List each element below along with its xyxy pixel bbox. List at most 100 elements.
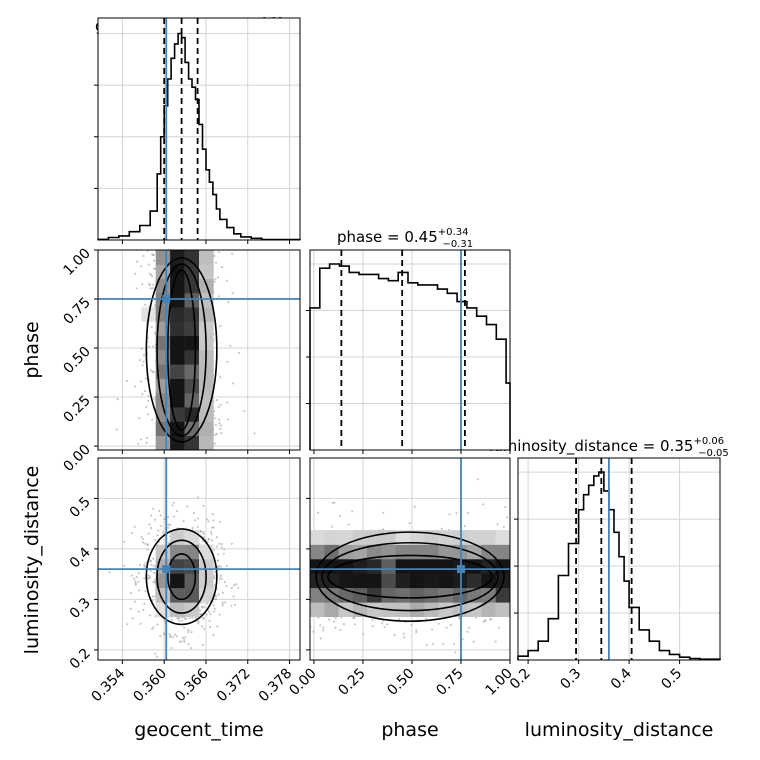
density-cell <box>155 602 171 617</box>
sample-point <box>222 552 225 555</box>
density-cell <box>170 587 185 603</box>
density-panel-luminosity_distance_vs_geocent_time <box>94 457 301 664</box>
density-cell <box>199 250 214 265</box>
density-cell <box>338 530 354 545</box>
panel-frame <box>97 457 301 661</box>
sample-point <box>235 583 238 586</box>
x-tick-label-geocent_time: 0.366 <box>172 665 212 705</box>
density-cell <box>438 530 454 545</box>
sample-point <box>183 626 186 629</box>
sample-point <box>234 603 237 607</box>
sample-point <box>213 577 216 580</box>
sample-point <box>468 626 471 630</box>
sample-point <box>143 564 146 567</box>
sample-point <box>231 252 234 255</box>
sample-point <box>476 478 479 481</box>
sample-point <box>339 629 342 632</box>
sample-point <box>225 584 228 588</box>
density-cell <box>170 292 185 308</box>
sample-point <box>151 418 154 421</box>
sample-point <box>131 574 134 577</box>
sample-point <box>216 625 219 628</box>
sample-point <box>212 526 215 529</box>
sample-point <box>225 279 228 282</box>
sample-point <box>157 529 160 532</box>
sample-point <box>220 546 224 549</box>
sample-point <box>156 655 159 658</box>
sample-point <box>167 526 170 529</box>
sample-point <box>190 630 193 634</box>
sample-point <box>212 634 215 637</box>
y-axis-label-phase: phase <box>21 321 43 378</box>
sample-point <box>202 617 205 620</box>
sample-point <box>442 643 445 646</box>
sample-point <box>190 647 193 650</box>
sample-point <box>139 622 142 625</box>
density-cell <box>481 559 496 574</box>
sample-point <box>152 283 155 286</box>
sample-point <box>219 324 222 328</box>
sample-point <box>152 254 155 257</box>
sample-point <box>188 617 191 620</box>
sample-point <box>393 634 396 637</box>
sample-point <box>232 595 235 598</box>
sample-point <box>178 616 181 620</box>
sample-point <box>148 575 151 578</box>
sample-point <box>171 636 174 639</box>
sample-point <box>484 619 487 623</box>
sample-point <box>202 530 205 534</box>
sample-point <box>217 553 220 556</box>
sample-point <box>159 524 162 527</box>
x-tick-label-luminosity_distance: 0.2 <box>507 666 534 693</box>
sample-point <box>319 637 322 640</box>
sample-point <box>218 613 221 616</box>
sample-point <box>410 623 413 627</box>
sample-point <box>150 563 153 567</box>
density-cell <box>170 335 185 351</box>
sample-point <box>140 347 143 350</box>
sample-point <box>191 616 194 619</box>
sample-point <box>154 332 157 335</box>
sample-point <box>353 623 357 626</box>
sample-point <box>152 580 155 584</box>
sample-point <box>215 536 218 539</box>
sample-point <box>184 617 187 620</box>
sample-point <box>143 577 146 580</box>
contour-level <box>156 263 207 437</box>
sample-point <box>187 630 190 634</box>
histogram-phase <box>309 263 511 450</box>
density-cell <box>395 544 411 560</box>
sample-point <box>151 287 155 290</box>
sample-point <box>152 370 155 374</box>
sample-point <box>199 609 202 612</box>
sample-point <box>461 638 464 641</box>
density-cell <box>184 364 200 379</box>
sample-point <box>202 532 205 536</box>
sample-point <box>213 280 216 283</box>
sample-point <box>397 618 400 621</box>
sample-point <box>138 563 142 567</box>
sample-point <box>146 548 149 551</box>
sample-point <box>452 643 455 646</box>
x-tick-label-luminosity_distance: 0.3 <box>557 666 584 693</box>
x-axis-label-phase: phase <box>381 719 438 741</box>
density-cell <box>199 378 214 394</box>
sample-point <box>219 427 222 430</box>
y-tick-label-luminosity_distance: 0.2 <box>67 645 94 672</box>
sample-point <box>144 377 147 380</box>
density-cell <box>184 544 200 560</box>
sample-point <box>137 610 140 613</box>
sample-point <box>221 601 224 604</box>
density-cell <box>170 307 185 322</box>
contour-level <box>145 257 218 443</box>
sample-point <box>116 398 119 401</box>
title-phase-main: phase = 0.45+0.34 −0.31 <box>337 227 473 250</box>
sample-point <box>151 595 154 598</box>
sample-point <box>163 517 166 521</box>
sample-point <box>142 354 146 357</box>
density-cell <box>410 544 425 560</box>
density-cell <box>424 587 439 603</box>
sample-point <box>154 595 157 598</box>
sample-point <box>506 516 509 519</box>
contour-level <box>327 554 493 599</box>
